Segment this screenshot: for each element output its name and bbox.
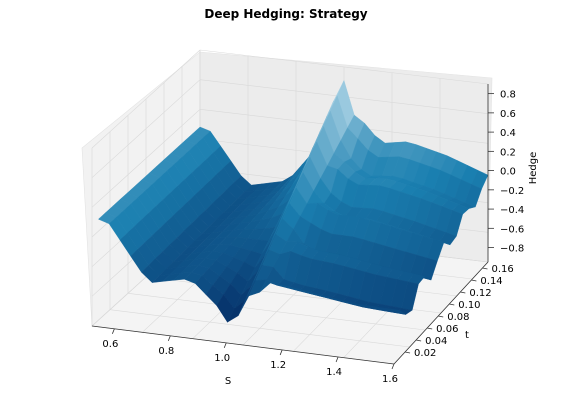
x-axis-line xyxy=(91,325,395,365)
x-tick-mark xyxy=(111,328,115,334)
y-tick-label: 0.08 xyxy=(447,312,469,323)
z-tick-label: 0.6 xyxy=(500,109,516,120)
surface-patch xyxy=(388,308,406,315)
y-tick-label: 0.02 xyxy=(414,348,436,359)
y-ticks: 0.020.040.060.080.100.120.140.16 xyxy=(404,264,514,359)
y-tick-mark xyxy=(404,351,411,354)
y-tick-mark xyxy=(471,279,477,282)
grid-line xyxy=(91,79,201,178)
y-tick-mark xyxy=(449,303,455,306)
y-axis-line xyxy=(393,261,489,365)
y-tick-label: 0.06 xyxy=(436,324,458,335)
y-tick-mark xyxy=(482,267,488,270)
z-tick-label: 0.8 xyxy=(500,90,516,101)
y-tick-label: 0.14 xyxy=(480,276,502,287)
x-ticks: 0.6 0.8 1.0 1.2 1.4 1.6 xyxy=(102,328,398,385)
y-tick-mark xyxy=(438,315,444,318)
y-tick-mark xyxy=(416,339,422,342)
chart-title: Deep Hedging: Strategy xyxy=(204,7,367,21)
grid-line xyxy=(199,49,489,85)
grid-line xyxy=(91,49,201,149)
y-tick-label: 0.16 xyxy=(491,264,513,275)
x-tick-label: 1.6 xyxy=(382,374,398,385)
x-tick-label: 0.8 xyxy=(158,346,174,357)
z-tick-label: −0.6 xyxy=(500,224,524,235)
y-tick-mark xyxy=(460,291,466,294)
x-tick-label: 1.2 xyxy=(270,360,286,371)
x-tick-mark xyxy=(279,349,283,356)
hedge-surface xyxy=(98,79,489,323)
z-tick-label: −0.2 xyxy=(500,186,524,197)
z-tick-label: −0.4 xyxy=(500,205,524,216)
axis-lines xyxy=(91,84,489,365)
x-tick-label: 1.4 xyxy=(326,367,342,378)
y-axis-label: t xyxy=(465,330,469,341)
x-tick-label: 1.0 xyxy=(214,353,230,364)
y-tick-label: 0.12 xyxy=(469,288,491,299)
x-tick-mark xyxy=(167,335,171,342)
z-ticks: 0.8 0.6 0.4 0.2 0.0 −0.2 −0.4 −0.6 −0.8 xyxy=(488,90,524,255)
grid-line xyxy=(91,109,201,208)
x-axis-label: S xyxy=(225,376,231,387)
x-tick-label: 0.6 xyxy=(102,339,118,350)
z-axis-label: Hedge xyxy=(528,152,539,185)
z-tick-label: 0.4 xyxy=(500,128,516,139)
y-tick-mark xyxy=(427,327,433,330)
z-tick-label: 0.2 xyxy=(500,147,516,158)
x-tick-mark xyxy=(335,356,339,363)
y-tick-label: 0.10 xyxy=(458,300,480,311)
z-tick-label: 0.0 xyxy=(500,167,516,178)
y-tick-label: 0.04 xyxy=(425,336,447,347)
z-tick-label: −0.8 xyxy=(500,244,524,255)
x-tick-mark xyxy=(223,342,227,349)
x-tick-mark xyxy=(391,363,395,370)
